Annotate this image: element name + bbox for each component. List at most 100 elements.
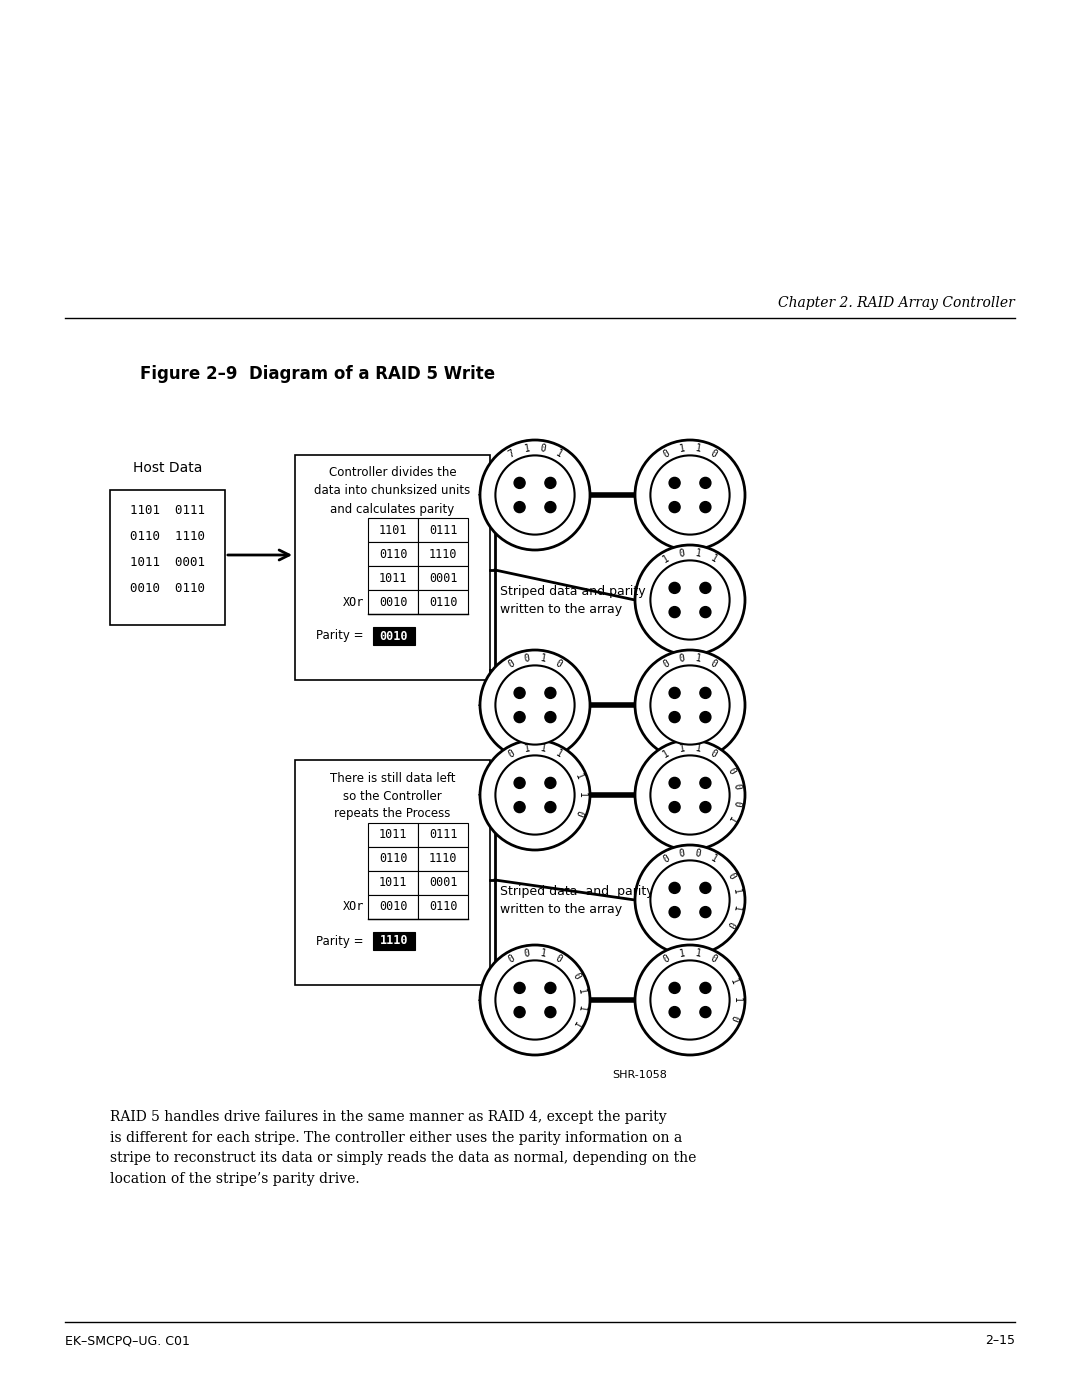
Circle shape (635, 545, 745, 655)
Text: 0110: 0110 (379, 548, 407, 560)
Text: Controller divides the: Controller divides the (328, 467, 457, 479)
Text: 1: 1 (570, 1018, 582, 1028)
Text: 0: 0 (708, 448, 718, 460)
Text: SHR-1058: SHR-1058 (612, 1070, 667, 1080)
Text: 1: 1 (708, 553, 718, 564)
Bar (368, 870, 418, 895)
Circle shape (650, 455, 730, 535)
Text: 0110: 0110 (429, 595, 457, 609)
Text: 0: 0 (570, 971, 582, 982)
Text: 0001: 0001 (429, 571, 457, 584)
Bar (368, 518, 418, 542)
Circle shape (670, 711, 680, 722)
Text: 1: 1 (708, 854, 718, 865)
Text: 0010: 0010 (379, 901, 407, 914)
Text: 0: 0 (678, 652, 686, 664)
Circle shape (700, 907, 711, 918)
Text: 1: 1 (523, 743, 530, 754)
Text: 0010: 0010 (380, 630, 408, 643)
Bar (418, 542, 468, 566)
Text: 1110: 1110 (429, 548, 457, 560)
Circle shape (545, 502, 556, 513)
Text: 0: 0 (731, 784, 742, 791)
Circle shape (496, 960, 575, 1039)
Text: 1011  0001: 1011 0001 (130, 556, 205, 569)
Text: 0: 0 (573, 809, 584, 817)
Circle shape (514, 478, 525, 489)
Circle shape (545, 478, 556, 489)
Text: data into chunksized units: data into chunksized units (314, 485, 471, 497)
Circle shape (545, 711, 556, 722)
Text: Parity =: Parity = (316, 630, 364, 643)
Text: Host Data: Host Data (133, 461, 202, 475)
Text: 1: 1 (731, 888, 742, 895)
Text: 1101: 1101 (379, 524, 407, 536)
Bar (418, 590, 468, 615)
Circle shape (496, 665, 575, 745)
Circle shape (700, 502, 711, 513)
Text: 1: 1 (539, 743, 546, 754)
Text: and calculates parity: and calculates parity (330, 503, 455, 515)
Circle shape (700, 687, 711, 698)
Text: so the Controller: so the Controller (343, 789, 442, 802)
Bar (368, 590, 418, 615)
Circle shape (545, 982, 556, 993)
Circle shape (650, 665, 730, 745)
Text: 0: 0 (725, 919, 737, 929)
Bar (373, 627, 415, 645)
Text: 1: 1 (539, 652, 546, 664)
Text: 1: 1 (731, 904, 742, 912)
Circle shape (650, 960, 730, 1039)
Text: 1011: 1011 (379, 571, 407, 584)
Circle shape (670, 1007, 680, 1017)
Text: EK–SMCPQ–UG. C01: EK–SMCPQ–UG. C01 (65, 1334, 190, 1347)
Circle shape (545, 687, 556, 698)
Bar (418, 566, 468, 590)
Bar (418, 895, 468, 919)
Circle shape (496, 756, 575, 834)
Circle shape (650, 861, 730, 940)
Text: 0111: 0111 (429, 524, 457, 536)
Bar (418, 518, 468, 542)
Text: 1: 1 (576, 988, 588, 996)
Circle shape (514, 1007, 525, 1017)
Circle shape (514, 711, 525, 722)
Bar (110, 490, 225, 624)
Text: 1: 1 (554, 749, 564, 760)
Text: XOr: XOr (342, 595, 364, 609)
Circle shape (670, 982, 680, 993)
Bar (368, 823, 418, 847)
Circle shape (700, 711, 711, 722)
Text: 0: 0 (725, 767, 737, 777)
Bar (368, 566, 418, 590)
Circle shape (545, 1007, 556, 1017)
Text: 0: 0 (725, 872, 737, 882)
Text: 0: 0 (507, 749, 516, 760)
Text: There is still data left: There is still data left (329, 771, 456, 785)
Circle shape (545, 777, 556, 788)
Text: 0: 0 (539, 443, 546, 454)
Text: 0: 0 (661, 448, 672, 460)
Circle shape (480, 440, 590, 550)
Circle shape (700, 478, 711, 489)
Text: 0: 0 (694, 848, 702, 859)
Circle shape (545, 802, 556, 813)
Circle shape (480, 650, 590, 760)
Circle shape (635, 944, 745, 1055)
Circle shape (670, 583, 680, 594)
Text: 0: 0 (731, 799, 742, 807)
Text: 1: 1 (576, 1004, 588, 1011)
Bar (368, 895, 418, 919)
Text: Chapter 2. RAID Array Controller: Chapter 2. RAID Array Controller (779, 296, 1015, 310)
Circle shape (514, 802, 525, 813)
Text: 0: 0 (708, 658, 718, 669)
Text: Parity =: Parity = (316, 935, 364, 947)
Circle shape (700, 777, 711, 788)
Text: 0: 0 (661, 854, 672, 865)
Circle shape (700, 583, 711, 594)
Text: RAID 5 handles drive failures in the same manner as RAID 4, except the parity
is: RAID 5 handles drive failures in the sam… (110, 1111, 697, 1186)
Text: 1: 1 (678, 949, 686, 958)
Text: 0: 0 (507, 953, 516, 965)
Circle shape (635, 740, 745, 849)
Circle shape (700, 802, 711, 813)
